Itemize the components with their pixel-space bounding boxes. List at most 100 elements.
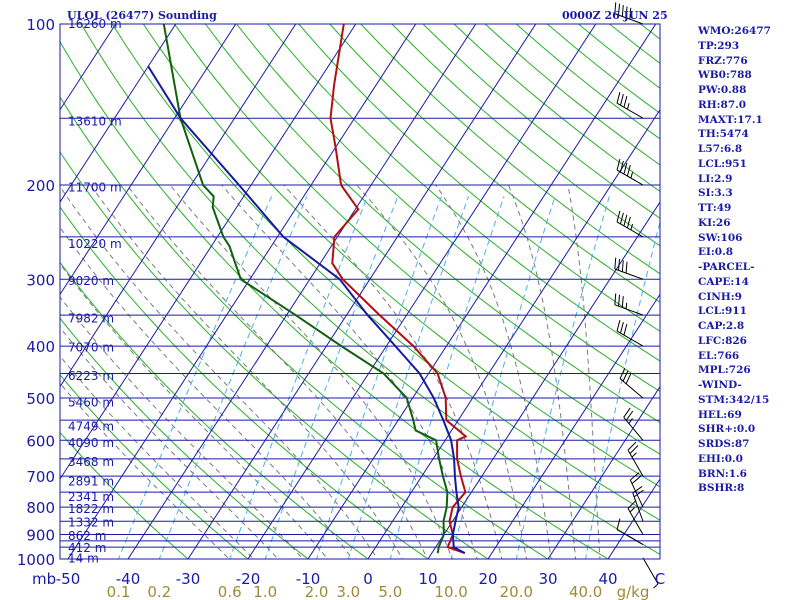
moist-adiabat (60, 382, 230, 559)
wind-barb-flag (621, 296, 624, 308)
mixing-ratio-labels: 0.1 0.2 0.6 1.0 2.0 3.0 5.0 10.0 20.0 40.0 g/kg (107, 583, 650, 600)
index-item: EI:0.8 (698, 246, 734, 259)
isotherm (307, 24, 657, 559)
wind-barb-half-flag (629, 507, 635, 513)
mixing-ratio-label: 20.0 (500, 583, 533, 600)
dewpoint-profile (162, 24, 449, 554)
moist-adiabat (567, 185, 601, 559)
index-item: FRZ:776 (698, 54, 748, 67)
wind-barb-staff (616, 529, 644, 546)
wind-barb-staff (614, 13, 644, 25)
wind-barb-staff (614, 268, 644, 280)
index-item: WMO:26477 (698, 25, 771, 37)
dry-adiabat (60, 151, 489, 559)
height-label: 4749 m (68, 419, 114, 433)
pressure-tick-label: 500 (26, 390, 55, 408)
index-item: PW:0.88 (698, 84, 747, 96)
moist-adiabat (126, 184, 428, 559)
index-item: CAP:2.8 (698, 320, 745, 332)
index-item: LI:2.9 (698, 172, 733, 185)
wind-barb-flag (632, 486, 643, 494)
height-label: 1332 m (68, 516, 114, 530)
wind-barb-half-flag (630, 171, 634, 179)
pressure-tick-label: 800 (26, 499, 55, 517)
dry-adiabat (360, 24, 660, 275)
temperature-tick-label: -20 (236, 570, 261, 588)
mixing-ratio-unit: g/kg (617, 583, 650, 600)
height-label: 4090 m (68, 436, 114, 450)
wind-barb (616, 319, 644, 347)
wind-barb (616, 518, 644, 546)
wind-barb-flag (626, 216, 631, 229)
mixing-ratio-line (347, 196, 469, 559)
wind-barb-staff (629, 479, 644, 508)
isotherm (487, 293, 660, 559)
wind-barb (627, 441, 644, 477)
index-item: TT:49 (698, 202, 732, 214)
wind-barb-flag (619, 368, 626, 379)
temperature-tick-label: 30 (538, 570, 557, 588)
isotherm (427, 201, 660, 559)
wind-barb-staff (642, 557, 659, 585)
index-item: TH:5474 (698, 128, 749, 141)
dry-adiabat (298, 24, 660, 332)
height-label: 412 m (68, 541, 106, 555)
wind-barb-staff (616, 330, 644, 347)
wind-barb (614, 293, 644, 316)
pressure-tick-label: 900 (26, 527, 55, 545)
height-label: 10220 m (68, 237, 122, 251)
wind-barb (614, 257, 644, 280)
wind-barb (616, 210, 644, 238)
temperature-tick-label: -40 (116, 570, 141, 588)
valid-time: 0000Z 26 JUN 25 (562, 9, 668, 22)
wind-barb-flag (614, 293, 617, 305)
wind-barb-flag (619, 160, 624, 173)
isotherm (187, 24, 537, 559)
wind-barb-half-flag (625, 302, 628, 309)
mixing-ratio-line (389, 196, 505, 559)
wind-barb-flag (614, 2, 617, 14)
mixing-ratio-label: 40.0 (569, 583, 602, 600)
index-item: KI:26 (698, 216, 731, 229)
moist-adiabat (60, 296, 304, 559)
wind-barb-half-flag (631, 452, 637, 458)
wind-barb-flag (621, 260, 624, 272)
wind-barb-staff (616, 169, 644, 186)
mixing-ratio-label: 0.6 (218, 583, 242, 600)
moist-adiabat (60, 326, 279, 559)
wind-barb-flag (625, 6, 628, 18)
mixing-ratio-line (515, 196, 610, 559)
pressure-tick-label: 100 (26, 16, 55, 34)
isotherm (60, 24, 177, 203)
temperature-tick-label: 10 (418, 570, 437, 588)
dry-adiabat (60, 206, 429, 559)
sounding-profiles (147, 24, 468, 555)
mixing-ratio-label: 0.2 (147, 583, 171, 600)
height-label: 9020 m (68, 274, 114, 288)
wind-barb-staff (616, 102, 644, 119)
height-label: 862 m (68, 529, 106, 543)
index-item: RH:87.0 (698, 98, 747, 111)
height-label: 2341 m (68, 490, 114, 504)
chart-title: ULOL (26477) Sounding (67, 9, 217, 22)
wind-barb-half-flag (628, 418, 633, 424)
wind-barb (632, 486, 644, 522)
wind-barb-staff (627, 508, 644, 535)
index-item: -WIND- (698, 379, 742, 391)
mixing-ratio-label: 10.0 (434, 583, 467, 600)
moist-adiabat (283, 184, 503, 559)
wind-barb-flag (616, 319, 621, 332)
wind-barb-flag (627, 441, 637, 451)
temperature-tick-label: -30 (176, 570, 201, 588)
dry-adiabat (60, 431, 189, 559)
dry-adiabat (391, 24, 660, 247)
temperature-axis-unit: C (655, 570, 665, 588)
wind-barb-flag (631, 475, 642, 484)
isotherm (60, 24, 237, 296)
wind-barb (614, 2, 644, 25)
index-item: MAXT:17.1 (698, 113, 763, 126)
wind-barb-flag (623, 96, 628, 108)
index-item: WB0:788 (698, 69, 752, 82)
moist-adiabat (356, 184, 528, 559)
